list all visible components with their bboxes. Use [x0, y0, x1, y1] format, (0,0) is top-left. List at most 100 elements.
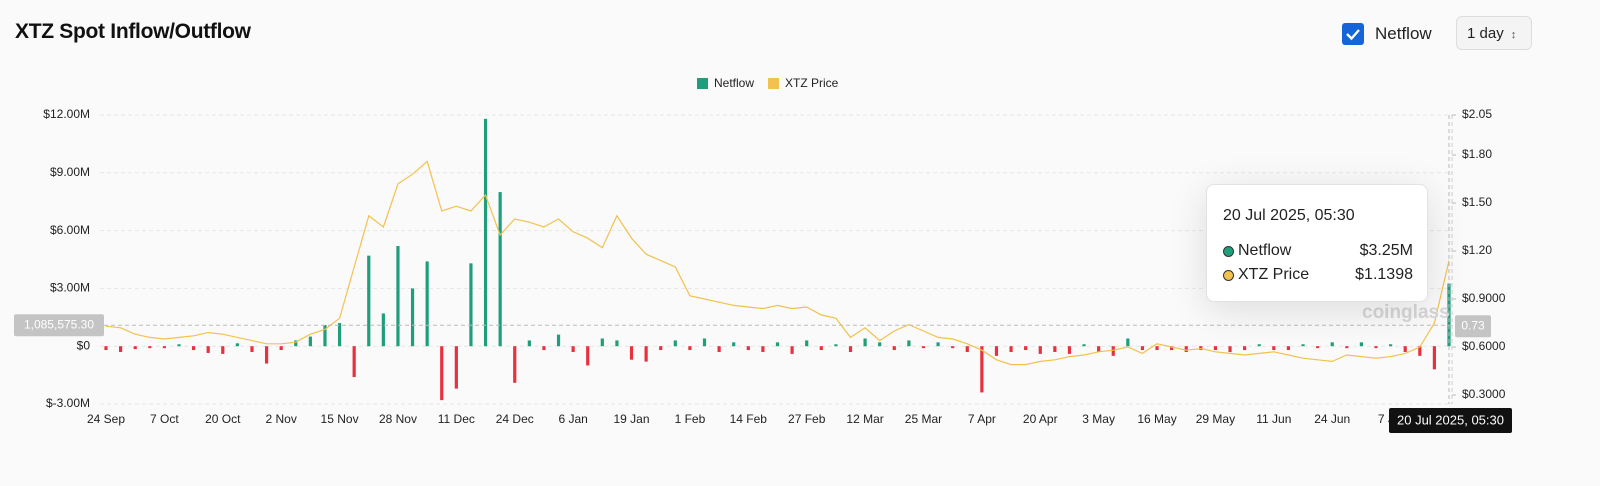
bar [1067, 346, 1072, 354]
bar [1403, 346, 1407, 352]
interval-select[interactable]: 1 day ↕ [1456, 16, 1532, 50]
tooltip-row: XTZ Price $1.1398 [1223, 266, 1413, 286]
bar [1038, 346, 1042, 354]
bar [454, 346, 458, 389]
bar [133, 346, 137, 350]
bar [440, 346, 444, 401]
bar [323, 325, 327, 347]
checkbox-label[interactable]: Netflow [1375, 24, 1432, 43]
x-tick-label: 24 Dec [496, 412, 534, 426]
x-tick-label: 14 Feb [730, 412, 768, 426]
tooltip-name: Netflow [1238, 242, 1292, 259]
interval-value: 1 day [1467, 25, 1504, 42]
tooltip-title: 20 Jul 2025, 05:30 [1223, 207, 1355, 224]
x-tick-label: 11 Dec [438, 412, 475, 426]
bar [1374, 346, 1378, 349]
bar [892, 346, 896, 351]
bar [1184, 346, 1188, 352]
bar [761, 346, 765, 352]
tooltip-dot [1223, 270, 1234, 281]
bar [1243, 346, 1247, 351]
x-tick-label: 24 Jun [1314, 412, 1350, 426]
bar [425, 261, 429, 347]
bar [571, 346, 575, 352]
x-tick-label: 25 Mar [905, 412, 942, 426]
bar [1330, 342, 1334, 347]
x-tick-label: 16 May [1137, 412, 1176, 426]
legend-swatch [768, 78, 780, 89]
tooltip-value: $1.1398 [1355, 266, 1413, 283]
bar [367, 255, 371, 347]
crosshair-y-box [14, 314, 104, 337]
bar [148, 346, 152, 349]
bar [381, 313, 385, 347]
bar [1213, 346, 1218, 351]
bar [965, 346, 969, 352]
bar [337, 323, 342, 347]
x-tick-label: 29 May [1196, 412, 1235, 426]
x-tick-label: 7 Apr [968, 412, 996, 426]
bar [1301, 344, 1305, 347]
bar [980, 346, 984, 393]
bar [469, 263, 473, 347]
bar [629, 346, 634, 360]
x-tick-label: 1 Feb [675, 412, 706, 426]
bar [1257, 344, 1261, 347]
x-tick-label: 20 Apr [1023, 412, 1058, 426]
bar [396, 246, 400, 347]
bar [951, 346, 955, 349]
bar [1345, 346, 1349, 349]
netflow-checkbox[interactable] [1342, 23, 1364, 45]
bar [177, 344, 181, 347]
bar [746, 346, 750, 351]
watermark: coinglass [1362, 302, 1450, 323]
bar [600, 338, 604, 347]
tooltip-value: $3.25M [1359, 242, 1413, 259]
tooltip-dot [1223, 246, 1234, 257]
bar [1140, 346, 1145, 351]
bar [410, 288, 415, 347]
bar [805, 340, 809, 347]
bar [279, 346, 283, 351]
crosshair-y2-box [1455, 315, 1491, 338]
y-tick-label: $12.00M [43, 107, 90, 121]
legend-label: XTZ Price [785, 76, 839, 90]
tooltip: 20 Jul 2025, 05:30 Netflow $3.25M XTZ Pr… [1206, 184, 1428, 302]
bar [1009, 346, 1013, 352]
check-icon [1346, 29, 1360, 41]
y2-tick-label: $0.3000 [1462, 387, 1506, 401]
bar [615, 340, 619, 347]
bar [848, 346, 853, 352]
x-tick-label: 6 Jan [558, 412, 587, 426]
bar [162, 346, 166, 349]
legend-label: Netflow [714, 76, 754, 90]
x-tick-label: 28 Nov [379, 412, 417, 426]
bar [1097, 346, 1101, 352]
bar [118, 346, 123, 352]
x-tick-label: 7 Oct [150, 412, 179, 426]
crosshair-x-box [1389, 408, 1512, 433]
bar [1111, 346, 1115, 356]
x-tick-label: 24 Sep [87, 412, 125, 426]
bar [542, 346, 546, 351]
bar [104, 346, 108, 351]
bar [775, 342, 780, 347]
y2-tick-label: $0.6000 [1462, 339, 1506, 353]
bar [191, 346, 196, 351]
crosshair-y-label: 1,085,575.30 [24, 317, 94, 331]
bar [878, 342, 882, 347]
bar [352, 346, 356, 378]
bar [498, 192, 502, 347]
bar [1316, 346, 1320, 349]
bar [1359, 342, 1364, 347]
x-tick-label: 2 Nov [265, 412, 296, 426]
bar [556, 334, 561, 347]
y2-tick-label: $1.50 [1462, 195, 1492, 209]
bar [206, 346, 210, 353]
y2-tick-label: $1.80 [1462, 147, 1492, 161]
x-tick-label: 11 Jun [1256, 412, 1291, 426]
y2-tick-label: $1.20 [1462, 243, 1492, 257]
bar [235, 343, 239, 347]
x-tick-label: 12 Mar [846, 412, 883, 426]
